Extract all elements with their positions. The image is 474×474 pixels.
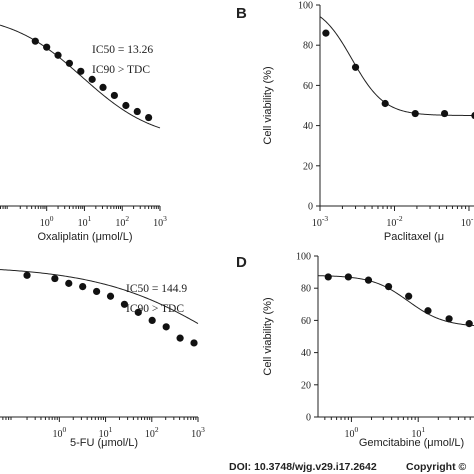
data-point xyxy=(344,273,352,281)
data-point xyxy=(162,323,170,331)
chart-panel-b: 0 20 40 60 80 100 10-3 10-2 10-1 Paclitaxel (μ Cel… xyxy=(236,1,474,243)
data-point xyxy=(120,300,129,308)
data-point xyxy=(381,99,389,108)
y-tick-label: 0 xyxy=(306,413,311,424)
data-point xyxy=(106,292,115,300)
data-point xyxy=(411,109,419,118)
y-tick-label: 100 xyxy=(296,252,311,263)
data-point xyxy=(405,292,413,300)
fit-curve xyxy=(319,16,474,116)
x-axis-label: Oxaliplatin (μmol/L) xyxy=(38,231,133,243)
x-tick-label: 10-3 xyxy=(312,214,328,229)
x-tick-label: 101 xyxy=(411,425,425,440)
x-tick-label: 100 xyxy=(40,214,54,229)
data-point xyxy=(77,67,85,75)
chart-panel-a: 100 101 102 103 Oxaliplatin (μmol/L) IC50 = 1… xyxy=(0,24,167,243)
y-tick-label: 80 xyxy=(301,284,311,295)
data-point xyxy=(65,279,73,287)
chart-panel-d: 020406080100100101102Gemcitabine (μmol/L… xyxy=(236,252,474,449)
chart-panel-c: 100 101 102 103 5-FU (μmol/L) IC50 = 144.9 IC9… xyxy=(0,269,205,449)
data-point xyxy=(351,63,360,71)
data-point xyxy=(322,29,330,37)
data-point xyxy=(384,282,393,291)
data-point xyxy=(93,287,101,296)
x-tick-label: 101 xyxy=(99,425,113,440)
data-point xyxy=(110,91,118,100)
x-axis-label: 5-FU (μmol/L) xyxy=(70,437,138,449)
x-tick-label: 102 xyxy=(115,214,129,229)
panels: 100 101 102 103 Oxaliplatin (μmol/L) IC50 = 1… xyxy=(0,1,474,449)
data-point xyxy=(65,59,74,67)
y-axis-label: Cell viability (%) xyxy=(262,297,274,375)
y-tick-label: 40 xyxy=(303,121,313,132)
data-point xyxy=(148,316,156,324)
x-tick-label: 103 xyxy=(191,425,205,440)
x-tick-label: 102 xyxy=(145,425,159,440)
data-point xyxy=(176,334,184,342)
y-tick-label: 40 xyxy=(301,348,311,359)
annotation-text: IC50 = 13.26 xyxy=(92,44,153,56)
data-point xyxy=(23,271,31,279)
data-point xyxy=(43,43,51,51)
data-point xyxy=(440,109,449,118)
y-tick-label: 100 xyxy=(298,1,313,12)
y-tick-label: 80 xyxy=(303,41,313,52)
panel-letter: B xyxy=(236,5,247,22)
x-tick-label: 101 xyxy=(78,214,92,229)
data-point xyxy=(99,83,107,92)
data-point xyxy=(54,51,62,59)
x-tick-label: 103 xyxy=(153,214,167,229)
y-tick-label: 0 xyxy=(308,202,313,213)
data-point xyxy=(133,107,141,116)
data-point xyxy=(79,282,87,291)
data-point xyxy=(364,276,373,284)
y-axis-label: Cell viability (%) xyxy=(262,66,274,144)
x-axis-label: Gemcitabine (μmol/L) xyxy=(359,437,464,449)
x-tick-label: 10-1 xyxy=(461,214,474,229)
data-point xyxy=(122,101,130,110)
data-point xyxy=(324,273,332,281)
annotation-text: IC90 > TDC xyxy=(92,64,150,76)
data-point xyxy=(31,37,39,45)
x-axis-label: Paclitaxel (μ xyxy=(384,231,444,243)
panel-letter: D xyxy=(236,254,247,271)
footer: DOI: 10.3748/wjg.v29.i17.2642 Copyright … xyxy=(229,461,466,473)
data-point xyxy=(51,274,59,283)
data-point xyxy=(145,113,153,122)
fit-curve xyxy=(0,269,199,324)
x-tick-label: 10-2 xyxy=(386,214,402,229)
y-tick-label: 60 xyxy=(303,81,313,92)
y-tick-label: 20 xyxy=(301,380,311,391)
y-tick-label: 60 xyxy=(301,316,311,327)
x-tick-label: 100 xyxy=(52,425,66,440)
y-tick-label: 20 xyxy=(303,161,313,172)
footer-copyright: Copyright © xyxy=(406,461,466,473)
data-point xyxy=(190,339,198,347)
data-point xyxy=(465,320,473,328)
data-point xyxy=(471,112,474,120)
data-point xyxy=(134,308,142,316)
annotation-text: IC50 = 144.9 xyxy=(126,283,187,295)
fit-curve xyxy=(0,24,161,129)
footer-doi: DOI: 10.3748/wjg.v29.i17.2642 xyxy=(229,461,377,473)
x-tick-label: 100 xyxy=(345,425,359,440)
data-point xyxy=(445,315,453,323)
annotation-text: IC90 > TDC xyxy=(126,303,184,315)
data-point xyxy=(88,75,96,83)
data-point xyxy=(424,307,432,315)
